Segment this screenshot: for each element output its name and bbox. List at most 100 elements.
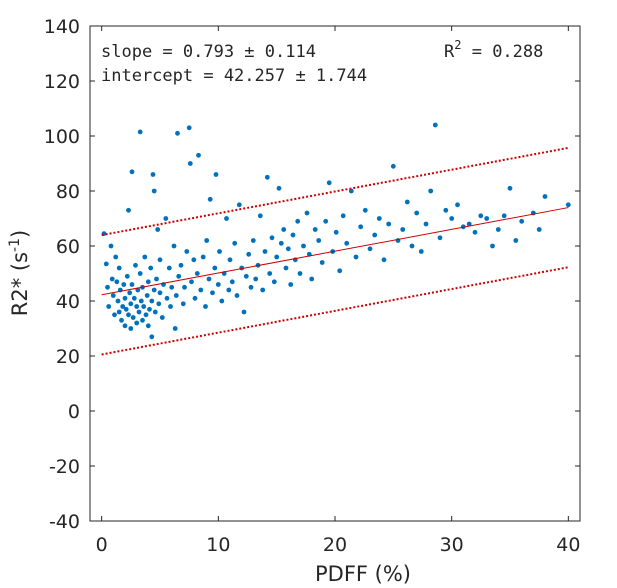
data-point <box>267 271 273 276</box>
data-point <box>264 174 270 180</box>
data-point <box>337 268 343 274</box>
data-point <box>257 213 263 219</box>
data-point <box>140 317 145 323</box>
data-point <box>234 293 240 298</box>
data-point <box>285 246 291 252</box>
data-point <box>437 235 443 241</box>
data-point <box>326 180 332 186</box>
y-tick-label: 140 <box>44 16 80 38</box>
data-point <box>281 227 287 232</box>
data-point <box>155 227 161 232</box>
data-point <box>122 295 128 301</box>
data-point <box>178 262 184 268</box>
data-point <box>513 238 519 243</box>
data-point <box>137 129 143 135</box>
data-point <box>490 243 495 249</box>
data-point <box>136 309 142 315</box>
y-tick-label: 120 <box>44 71 80 93</box>
data-point <box>184 249 190 254</box>
data-point <box>224 216 229 221</box>
data-point <box>414 210 420 216</box>
data-point <box>344 240 350 246</box>
data-point <box>274 254 280 260</box>
data-point <box>191 257 197 263</box>
fit-lines <box>101 146 569 356</box>
data-point <box>542 194 548 199</box>
data-point <box>400 227 406 232</box>
data-point <box>180 301 186 307</box>
data-point <box>316 238 322 243</box>
y-tick-label: 0 <box>68 401 80 423</box>
data-point <box>295 218 301 224</box>
data-point <box>241 309 247 315</box>
data-point <box>376 216 382 221</box>
data-point <box>124 273 130 279</box>
data-point <box>105 284 110 290</box>
data-point <box>141 304 147 309</box>
x-axis: 0 10 20 30 40 <box>96 26 580 556</box>
data-point <box>175 130 180 136</box>
data-point <box>362 207 368 213</box>
data-point <box>159 315 165 320</box>
data-point <box>333 229 339 235</box>
x-tick-label: 40 <box>556 534 580 556</box>
data-point <box>323 218 329 224</box>
data-point <box>246 251 252 257</box>
data-point <box>192 295 198 301</box>
data-point <box>210 290 215 296</box>
y-tick-label: -20 <box>49 456 80 478</box>
data-point <box>428 188 434 194</box>
data-point <box>135 287 141 293</box>
data-point <box>229 279 235 285</box>
y-tick-label: 80 <box>56 181 80 203</box>
data-point <box>126 207 131 213</box>
y-tick-label: 60 <box>56 236 80 258</box>
y-axis-label-main: R2* (s <box>8 252 32 316</box>
data-point <box>206 276 212 282</box>
data-point <box>151 287 157 293</box>
data-point <box>217 249 222 254</box>
data-point <box>128 301 134 307</box>
y-tick-label: 100 <box>44 126 80 148</box>
data-point <box>226 287 232 293</box>
data-point <box>121 282 127 287</box>
data-point <box>168 304 173 309</box>
data-point <box>484 216 490 221</box>
data-point <box>276 185 282 191</box>
data-point <box>536 227 542 232</box>
data-point <box>309 276 315 282</box>
data-point <box>278 240 284 246</box>
data-point <box>150 172 156 177</box>
data-point <box>213 172 219 177</box>
data-point <box>297 271 303 276</box>
data-point <box>113 254 119 260</box>
data-point <box>138 298 144 304</box>
data-point <box>250 238 256 243</box>
prediction-band-upper <box>101 146 569 237</box>
data-point <box>432 122 438 128</box>
data-point <box>232 240 238 246</box>
data-point <box>148 265 154 271</box>
data-point <box>455 202 460 208</box>
data-point <box>106 304 112 309</box>
data-point <box>271 279 277 285</box>
data-point <box>171 243 177 249</box>
data-point <box>381 257 387 263</box>
data-point <box>367 246 373 252</box>
data-point <box>134 320 140 326</box>
data-point <box>142 254 148 260</box>
data-point <box>129 169 135 175</box>
data-point <box>443 207 449 213</box>
data-point <box>501 213 507 219</box>
data-point <box>207 196 213 202</box>
data-point <box>157 257 163 263</box>
y-axis-label-close: ) <box>8 230 32 238</box>
data-point <box>348 188 354 194</box>
y-tick-label: -40 <box>49 511 80 533</box>
data-point <box>353 254 359 260</box>
data-point <box>198 287 204 293</box>
data-point <box>262 249 268 254</box>
data-point <box>133 262 138 268</box>
data-point <box>340 213 346 219</box>
